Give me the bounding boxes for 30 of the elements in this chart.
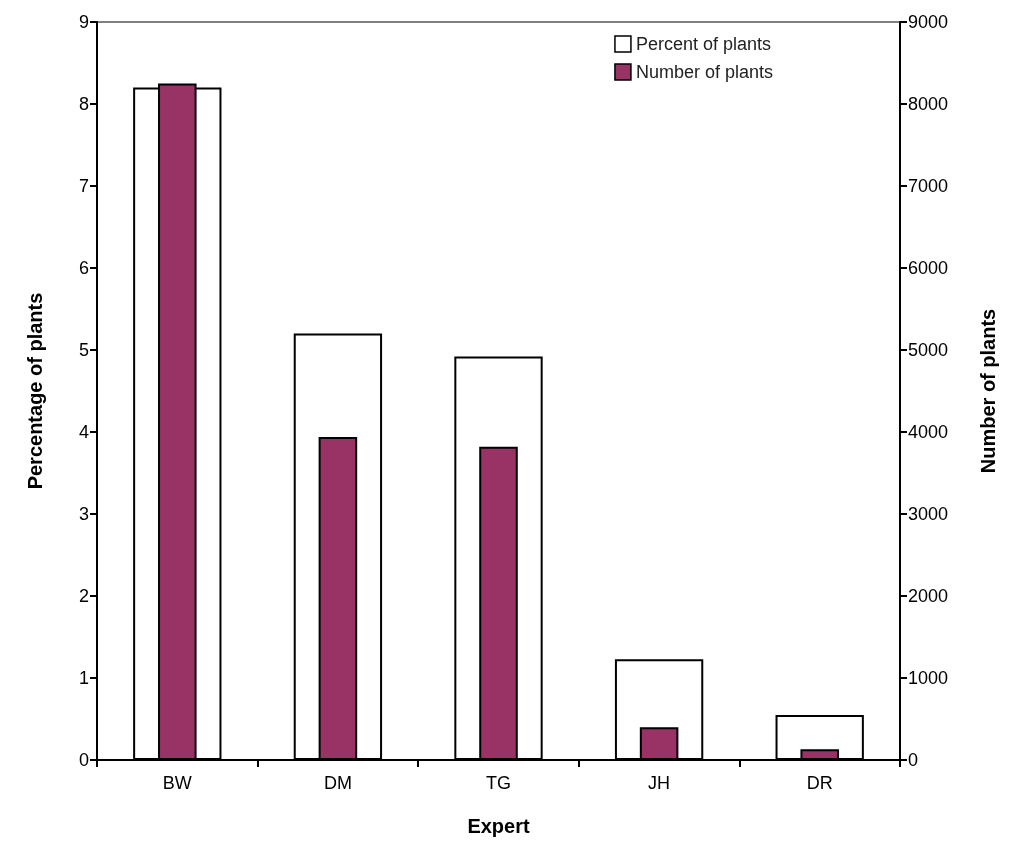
y2-tick-label: 2000 <box>908 586 949 606</box>
x-tick-label: DM <box>323 773 352 793</box>
y2-tick-label: 9000 <box>908 12 949 32</box>
y-tick-label: 2 <box>78 586 89 606</box>
y2-tick-label: 6000 <box>908 258 949 278</box>
y-tick-label: 3 <box>78 504 89 524</box>
y-tick-label: 0 <box>78 750 89 770</box>
y2-tick-label: 8000 <box>908 94 949 114</box>
y2-tick-label: 3000 <box>908 504 949 524</box>
y2-tick-label: 4000 <box>908 422 949 442</box>
y-tick-label: 6 <box>78 258 89 278</box>
y2-tick-label: 0 <box>908 750 919 770</box>
x-axis-title: Expert <box>467 815 530 837</box>
y-axis-title: Percentage of plants <box>24 292 46 490</box>
y-tick-label: 7 <box>78 176 89 196</box>
legend-label: Percent of plants <box>635 34 772 54</box>
y-tick-label: 8 <box>78 94 89 114</box>
x-tick-label: JH <box>648 773 671 793</box>
y-tick-label: 1 <box>78 668 89 688</box>
y2-tick-label: 1000 <box>908 668 949 688</box>
y2-tick-label: 7000 <box>908 176 949 196</box>
x-tick-label: TG <box>486 773 511 793</box>
y2-axis-title: Number of plants <box>977 308 999 474</box>
legend-label: Number of plants <box>635 62 774 82</box>
x-tick-label: BW <box>162 773 192 793</box>
y-tick-label: 4 <box>78 422 89 442</box>
y-tick-label: 5 <box>78 340 89 360</box>
x-tick-label: DR <box>806 773 833 793</box>
y2-tick-label: 5000 <box>908 340 949 360</box>
y-tick-label: 9 <box>78 12 89 32</box>
